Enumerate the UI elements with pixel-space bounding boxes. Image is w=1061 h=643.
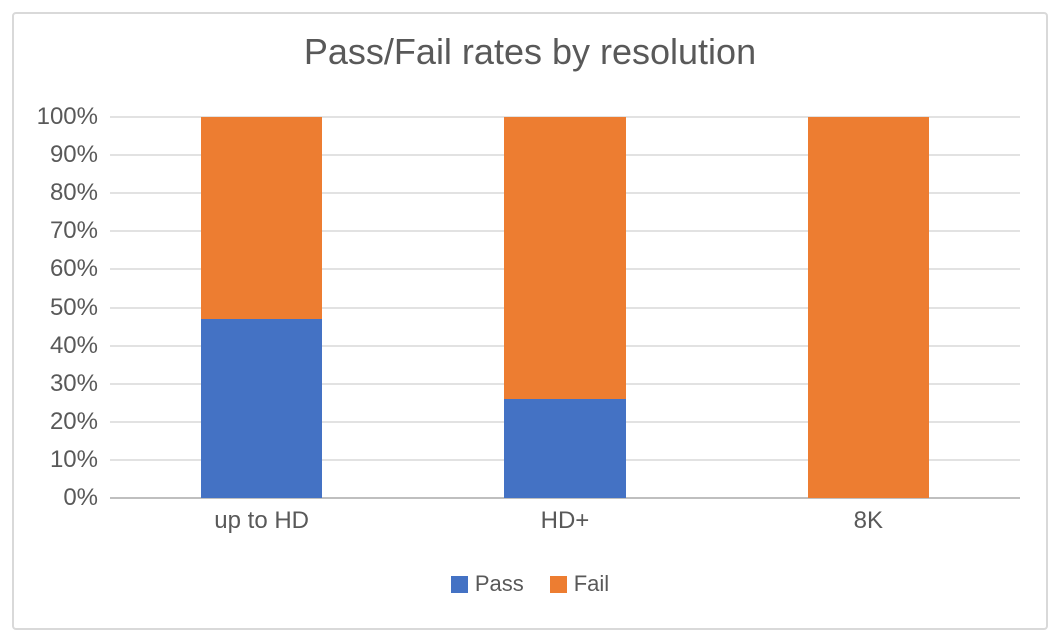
y-tick-0: 0% [63, 484, 98, 511]
y-tick-70: 70% [49, 217, 98, 245]
bar-segment-fail-up-to-hd [201, 117, 323, 319]
x-label-up-to-hd: up to HD [214, 507, 310, 534]
y-tick-80: 80% [49, 179, 98, 207]
legend-label-pass: Pass [474, 571, 524, 596]
bar-segment-pass-up-to-hd [201, 318, 323, 498]
y-tick-30: 30% [49, 369, 98, 397]
gridline-100 [110, 116, 1020, 118]
y-tick-50: 50% [49, 293, 98, 321]
y-tick-100: 100% [36, 103, 98, 130]
y-tick-10: 10% [49, 445, 98, 473]
bar-segment-fail-8k [807, 117, 929, 498]
legend-swatch-pass [450, 575, 468, 593]
legend-item-pass: Pass [450, 571, 524, 597]
x-label-hd: HD+ [540, 507, 590, 534]
chart-title: Pass/Fail rates by resolution [303, 31, 757, 72]
x-axis: up to HD HD+ 8K [110, 506, 1020, 536]
legend: Pass Fail [12, 570, 1048, 598]
y-tick-90: 90% [49, 141, 98, 169]
legend-item-fail: Fail [549, 571, 610, 597]
plot-area [110, 116, 1020, 499]
x-label-8k: 8K [853, 507, 883, 534]
y-tick-60: 60% [49, 255, 98, 283]
y-tick-40: 40% [49, 331, 98, 359]
legend-label-fail: Fail [573, 571, 610, 596]
legend-swatch-fail [549, 575, 567, 593]
x-axis-line [110, 497, 1020, 499]
y-axis: 100% 90% 80% 70% 60% 50% 40% 30% 20% 10% 0% [16, 104, 98, 511]
bar-segment-fail-hd [504, 117, 626, 399]
y-tick-20: 20% [49, 407, 98, 435]
bar-segment-pass-hd [504, 398, 626, 498]
